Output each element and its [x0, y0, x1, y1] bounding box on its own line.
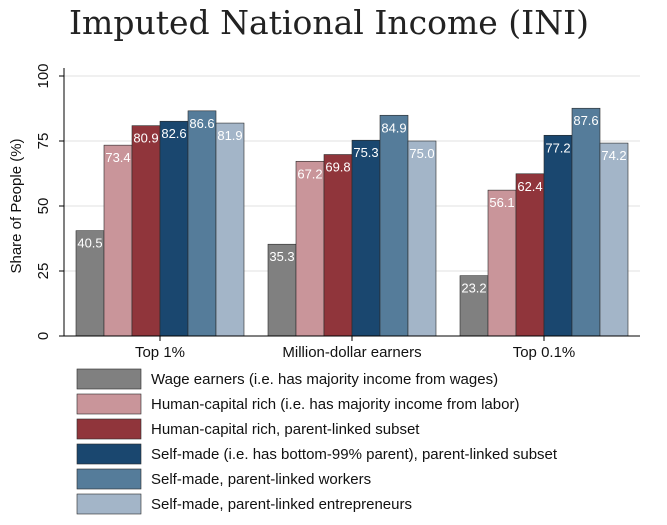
- bar: [75, 230, 105, 337]
- bar-value-label: 75.3: [353, 145, 378, 160]
- legend-label: Human-capital rich (i.e. has majority in…: [151, 396, 519, 413]
- bar: [103, 144, 133, 337]
- bar: [571, 107, 601, 337]
- bars: [75, 107, 629, 337]
- bar: [407, 140, 437, 337]
- legend-swatch: [76, 418, 142, 440]
- bar: [131, 125, 161, 337]
- bar: [379, 114, 409, 337]
- legend-label: Self-made (i.e. has bottom-99% parent), …: [151, 446, 558, 463]
- bar-value-label: 75.0: [409, 146, 434, 161]
- bar-labels: 40.5 73.480.9 82.686.681.9 35.3 67.2 69.875.3…: [77, 113, 626, 295]
- legend-label: Self-made, parent-linked entrepreneurs: [151, 496, 412, 513]
- bar-value-label: 73.4: [105, 150, 130, 165]
- bar: [215, 122, 245, 337]
- bar-value-label: 35.3: [269, 249, 294, 264]
- bar-value-label: 84.9: [381, 120, 406, 135]
- x-tick-label: Top 1%: [135, 344, 185, 361]
- bar-value-label: 69.8: [325, 160, 350, 175]
- bar-value-label: 77.2: [545, 140, 570, 155]
- bar-value-label: 67.2: [297, 166, 322, 181]
- y-tick-label: 75: [35, 133, 52, 150]
- x-tick-label: Million-dollar earners: [282, 344, 421, 361]
- legend-label: Human-capital rich, parent-linked subset: [151, 421, 420, 438]
- bar-value-label: 80.9: [133, 131, 158, 146]
- legend: Wage earners (i.e. has majority income f…: [76, 368, 558, 515]
- bar: [295, 160, 325, 337]
- x-tick-label: Top 0.1%: [513, 344, 576, 361]
- bar-value-label: 23.2: [461, 281, 486, 296]
- y-axis-label: Share of People (%): [8, 138, 25, 273]
- legend-swatch: [76, 493, 142, 515]
- legend-swatch: [76, 468, 142, 490]
- bar: [323, 154, 353, 337]
- legend-label: Wage earners (i.e. has majority income f…: [151, 371, 498, 388]
- legend-label: Self-made, parent-linked workers: [151, 471, 371, 488]
- bar-value-label: 87.6: [573, 113, 598, 128]
- y-tick-label: 50: [35, 198, 52, 215]
- y-tick-label: 100: [35, 63, 52, 88]
- y-tick-label: 0: [35, 332, 52, 340]
- bar-value-label: 74.2: [601, 148, 626, 163]
- bar-value-label: 81.9: [217, 128, 242, 143]
- y-tick-label: 25: [35, 263, 52, 280]
- bar: [487, 189, 517, 337]
- bar: [543, 134, 573, 337]
- bar-value-label: 86.6: [189, 116, 214, 131]
- bar-value-label: 82.6: [161, 126, 186, 141]
- bar: [159, 120, 189, 337]
- y-axis: 0 25 50 75 100: [35, 63, 65, 340]
- x-axis: Top 1% Million-dollar earners Top 0.1%: [64, 335, 640, 361]
- bar-value-label: 40.5: [77, 236, 102, 251]
- bar: [515, 173, 545, 337]
- legend-swatch: [76, 368, 142, 390]
- bar-value-label: 62.4: [517, 179, 542, 194]
- bar: [351, 139, 381, 337]
- legend-swatch: [76, 393, 142, 415]
- legend-swatch: [76, 443, 142, 465]
- bar-value-label: 56.1: [489, 195, 514, 210]
- chart-title: Imputed National Income (INI): [69, 3, 589, 42]
- bar: [599, 142, 629, 337]
- bar: [187, 110, 217, 337]
